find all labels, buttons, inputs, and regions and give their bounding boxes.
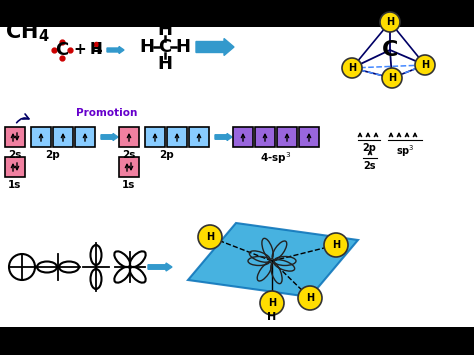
Bar <box>5 157 25 177</box>
Text: 2p: 2p <box>46 150 60 160</box>
Text: 2s: 2s <box>9 150 22 160</box>
Bar <box>277 127 297 147</box>
Text: $\mathbf{CH_4}$: $\mathbf{CH_4}$ <box>5 20 49 44</box>
Text: H: H <box>386 17 394 27</box>
Text: 1s: 1s <box>122 180 136 190</box>
Text: H: H <box>306 293 314 303</box>
Text: 2p: 2p <box>362 143 376 153</box>
Text: sp$^3$: sp$^3$ <box>396 143 414 159</box>
Text: H: H <box>139 38 155 56</box>
Text: + 4: + 4 <box>74 43 103 58</box>
Text: 1s: 1s <box>9 180 22 190</box>
FancyArrow shape <box>148 263 172 271</box>
Text: H: H <box>348 63 356 73</box>
Bar <box>0 27 474 327</box>
Polygon shape <box>188 223 358 297</box>
Bar <box>53 127 73 147</box>
Text: H: H <box>388 73 396 83</box>
Text: 2s: 2s <box>122 150 136 160</box>
Bar <box>145 127 165 147</box>
Bar <box>119 157 139 177</box>
FancyArrow shape <box>101 133 118 141</box>
Text: H: H <box>157 55 173 73</box>
FancyArrow shape <box>107 47 124 54</box>
Bar <box>167 127 187 147</box>
Circle shape <box>382 68 402 88</box>
Text: 2p: 2p <box>160 150 174 160</box>
Text: H: H <box>332 240 340 250</box>
Text: H: H <box>268 298 276 308</box>
Bar <box>31 127 51 147</box>
Bar <box>233 127 253 147</box>
Text: H: H <box>206 232 214 242</box>
Bar <box>119 127 139 147</box>
FancyArrow shape <box>196 38 234 55</box>
Circle shape <box>198 225 222 249</box>
Bar <box>5 127 25 147</box>
Bar <box>75 127 95 147</box>
Text: C: C <box>382 40 398 60</box>
Circle shape <box>324 233 348 257</box>
Text: C: C <box>158 38 172 56</box>
Text: 4-sp$^3$: 4-sp$^3$ <box>260 150 292 166</box>
Circle shape <box>298 286 322 310</box>
Bar <box>189 127 209 147</box>
Text: H: H <box>175 38 191 56</box>
Text: H: H <box>421 60 429 70</box>
Circle shape <box>260 291 284 315</box>
Text: H: H <box>267 312 277 322</box>
Bar <box>255 127 275 147</box>
Circle shape <box>415 55 435 75</box>
Bar <box>299 127 319 147</box>
Text: H: H <box>90 43 102 58</box>
Text: H: H <box>157 21 173 39</box>
Circle shape <box>380 12 400 32</box>
Text: C: C <box>55 41 69 59</box>
Text: 2s: 2s <box>364 161 376 171</box>
FancyArrow shape <box>215 133 232 141</box>
Circle shape <box>342 58 362 78</box>
Text: Promotion: Promotion <box>76 108 137 118</box>
